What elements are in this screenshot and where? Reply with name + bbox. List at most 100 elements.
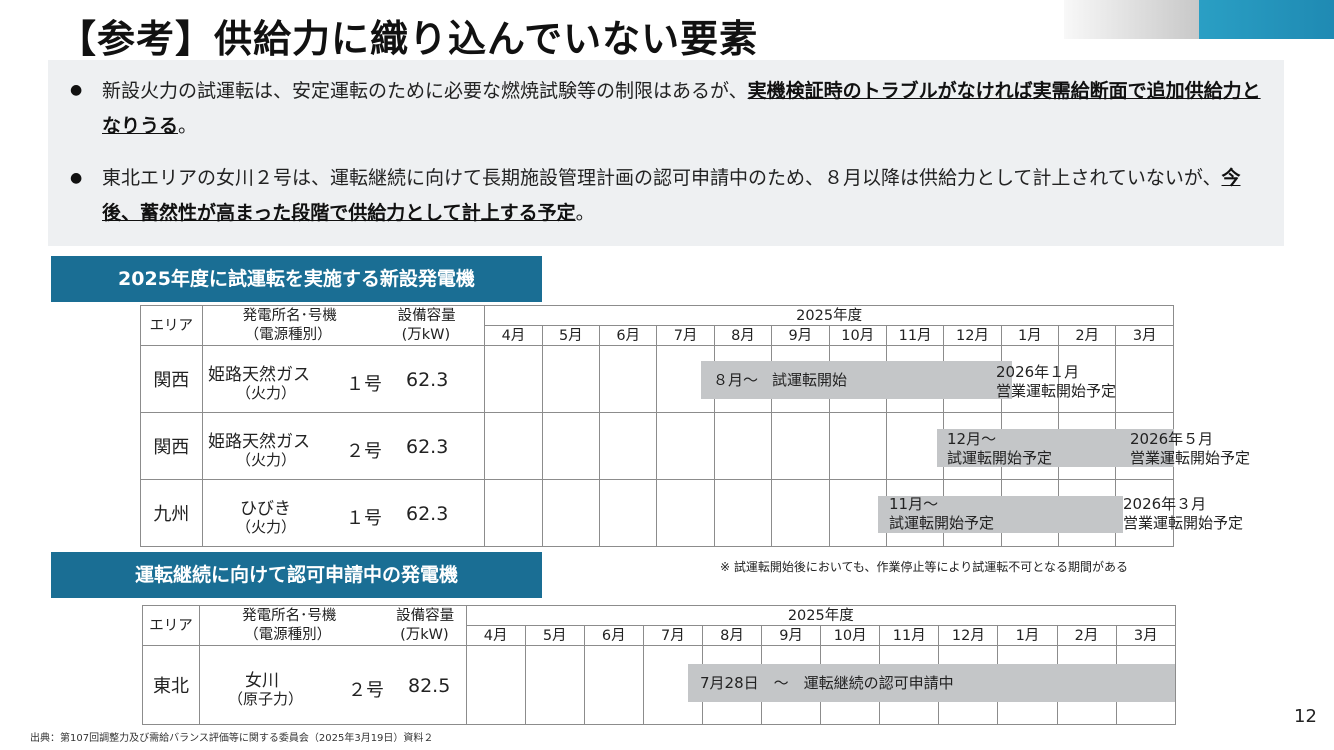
summary-box: ● 新設火力の試運転は、安定運転のために必要な燃焼試験等の制限はあるが、実機検証… (48, 60, 1284, 246)
bar-start-label: 11月～ (889, 495, 939, 513)
capacity-value: 62.3 (406, 369, 449, 391)
bullet-1-emphasis: 実機検証時のトラブルがなければ実需給断面で追加供給力となりうる (102, 80, 1261, 137)
station-type: （火力） (236, 451, 297, 469)
bar-end-label-line2: 営業運転開始予定 (996, 382, 1117, 400)
bar-label: 試運転開始予定 (947, 449, 1053, 467)
station-name: ひびき (240, 499, 291, 519)
bullet-text-1: 新設火力の試運転は、安定運転のために必要な燃焼試験等の制限はあるが、実機検証時の… (102, 74, 1272, 144)
header-month: 6月 (583, 625, 644, 646)
header-month: 4月 (484, 325, 543, 346)
bullet-1-plain: 新設火力の試運転は、安定運転のために必要な燃焼試験等の制限はあるが、 (102, 80, 748, 102)
station-cell (201, 345, 486, 413)
bullet-2-plain: 東北エリアの女川２号は、運転継続に向けて長期施設管理計画の認可申請中のため、８月… (102, 167, 1222, 189)
bar-label: 試運転開始 (772, 371, 848, 389)
bullet-icon: ● (70, 82, 83, 98)
area-cell: 九州 (140, 479, 203, 547)
header-month: 11月 (885, 325, 945, 346)
area-cell: 東北 (141, 645, 201, 725)
header-station-line2: （電源種別） (244, 327, 332, 343)
header-month: 5月 (541, 325, 601, 346)
station-cell (201, 479, 486, 547)
bar-end-label-line1: 2026年１月 (996, 363, 1080, 381)
header-month: 4月 (465, 625, 526, 646)
header-month: 10月 (820, 625, 881, 646)
header-decoration-gray (1064, 0, 1199, 39)
table-row: 九州 (140, 479, 1174, 547)
header-area: エリア (141, 605, 201, 646)
header-month: 1月 (997, 625, 1058, 646)
bar-end-label-line1: 2026年５月 (1130, 430, 1214, 448)
header-month: 8月 (713, 325, 773, 346)
header-capacity-line1: 設備容量 (396, 608, 455, 624)
schedule-bar (688, 664, 1175, 702)
bullet-text-2: 東北エリアの女川２号は、運転継続に向けて長期施設管理計画の認可申請中のため、８月… (102, 161, 1272, 231)
station-name: 女川 (245, 671, 279, 691)
header-decoration-blue (1199, 0, 1334, 39)
header-month: 11月 (879, 625, 940, 646)
schedule-bar (937, 429, 1174, 467)
header-station-line2: （電源種別） (244, 627, 332, 643)
header-month: 2月 (1058, 325, 1117, 346)
bullet-icon: ● (70, 170, 83, 186)
bar-label: 7月28日 ～ 運転継続の認可申請中 (700, 674, 954, 692)
bar-start-label: 12月～ (947, 430, 997, 448)
header-fiscal-year: 2025年度 (465, 605, 1177, 626)
header-station-line1: 発電所名･号機 (242, 308, 337, 324)
header-month: 9月 (771, 325, 830, 346)
unit-number: ２号 (348, 680, 384, 701)
header-month: 3月 (1115, 325, 1174, 346)
area-cell: 関西 (140, 345, 203, 413)
header-month: 5月 (524, 625, 585, 646)
bar-end-label-line1: 2026年３月 (1123, 495, 1207, 513)
table-row: 関西 (140, 412, 1174, 480)
header-month: 7月 (656, 325, 715, 346)
header-month: 3月 (1115, 625, 1177, 646)
unit-number: ２号 (346, 441, 382, 462)
bar-end-label-line2: 営業運転開始予定 (1130, 449, 1251, 467)
station-name: 姫路天然ガス (208, 365, 310, 385)
bullet-2-emphasis: 今後、蓄然性が高まった段階で供給力として計上する予定 (102, 167, 1241, 224)
area-cell: 関西 (140, 412, 203, 480)
station-cell (201, 412, 486, 480)
header-station: 発電所名･号機 （電源種別） 設備容量 (万kW) (201, 305, 486, 346)
header-month: 10月 (828, 325, 887, 346)
station-type: （原子力） (228, 690, 304, 708)
section1-banner: 2025年度に試運転を実施する新設発電機 (51, 256, 542, 302)
capacity-value: 62.3 (406, 503, 449, 525)
station-type: （火力） (236, 518, 297, 536)
page-number: 12 (1294, 706, 1317, 727)
station-name: 姫路天然ガス (208, 432, 310, 452)
header-capacity-line1: 設備容量 (397, 308, 456, 324)
header-area: エリア (140, 305, 203, 346)
header-capacity-line2: (万kW) (400, 627, 449, 643)
header-month: 12月 (938, 625, 999, 646)
section2-banner: 運転継続に向けて認可申請中の発電機 (51, 552, 542, 598)
bar-label: 試運転開始予定 (889, 514, 995, 532)
schedule-bar (878, 496, 1123, 533)
header-month: 2月 (1056, 625, 1117, 646)
footnote: ※ 試運転開始後においても、作業停止等により試運転不可となる期間がある (720, 560, 1128, 574)
schedule-bar (701, 361, 1012, 399)
bar-start-label: ８月～ (713, 371, 759, 389)
bullet-2-tail: 。 (575, 202, 595, 224)
header-station: 発電所名･号機 （電源種別） 設備容量 (万kW) (199, 605, 467, 646)
capacity-value: 62.3 (406, 436, 449, 458)
bar-end-label-line2: 営業運転開始予定 (1123, 514, 1244, 532)
capacity-value: 82.5 (408, 675, 451, 697)
header-fiscal-year: 2025年度 (484, 305, 1174, 326)
header-month: 12月 (943, 325, 1002, 346)
header-month: 6月 (599, 325, 658, 346)
header-month: 9月 (761, 625, 822, 646)
header-month: 1月 (1000, 325, 1060, 346)
source-citation: 出典：第107回調整力及び需給バランス評価等に関する委員会（2025年3月19日… (30, 733, 434, 744)
header-month: 7月 (642, 625, 703, 646)
station-type: （火力） (236, 384, 297, 402)
unit-number: １号 (346, 374, 382, 395)
bullet-1-tail: 。 (178, 115, 198, 137)
header-station-line1: 発電所名･号機 (242, 608, 337, 624)
header-capacity-line2: (万kW) (401, 327, 451, 343)
header-month: 8月 (701, 625, 763, 646)
page-title: 【参考】供給力に織り込んでいない要素 (58, 17, 759, 61)
unit-number: １号 (346, 508, 382, 529)
station-cell (199, 645, 467, 725)
